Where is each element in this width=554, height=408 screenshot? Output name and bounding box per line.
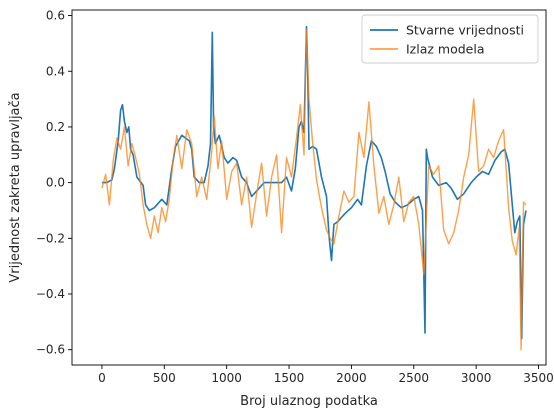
- y-tick-label: 0.6: [46, 9, 65, 23]
- y-tick-label: −0.2: [36, 231, 65, 245]
- y-tick-label: −0.6: [36, 343, 65, 357]
- x-axis-ticks: 0 500 1000 1500 2000 2500 3000 3500: [98, 365, 554, 385]
- x-axis-label: Broj ulaznog podatka: [240, 394, 378, 408]
- x-tick-label: 2000: [336, 371, 367, 385]
- x-tick-label: 3000: [461, 371, 492, 385]
- series-line-2: [101, 28, 527, 351]
- series-layer: [101, 25, 527, 351]
- x-tick-label: 500: [153, 371, 176, 385]
- legend: Stvarne vrijednosti Izlaz modela: [361, 14, 539, 64]
- y-axis-ticks: −0.6 −0.4 −0.2 0.0 0.2 0.4 0.6: [36, 9, 72, 357]
- plot-frame: [71, 9, 547, 366]
- y-tick-label: 0.0: [46, 176, 65, 190]
- y-tick-label: −0.4: [36, 287, 65, 301]
- x-tick-label: 0: [98, 371, 106, 385]
- y-axis-label: Vrijednost zakreta upravljača: [8, 92, 23, 282]
- x-tick-label: 1500: [274, 371, 305, 385]
- x-tick-label: 2500: [399, 371, 430, 385]
- y-tick-label: 0.2: [46, 120, 65, 134]
- legend-frame: [361, 14, 539, 64]
- x-tick-label: 3500: [523, 371, 554, 385]
- legend-label-series-1: Stvarne vrijednosti: [406, 23, 524, 38]
- x-tick-label: 1000: [211, 371, 242, 385]
- legend-label-series-2: Izlaz modela: [406, 42, 485, 57]
- y-tick-label: 0.4: [46, 64, 65, 78]
